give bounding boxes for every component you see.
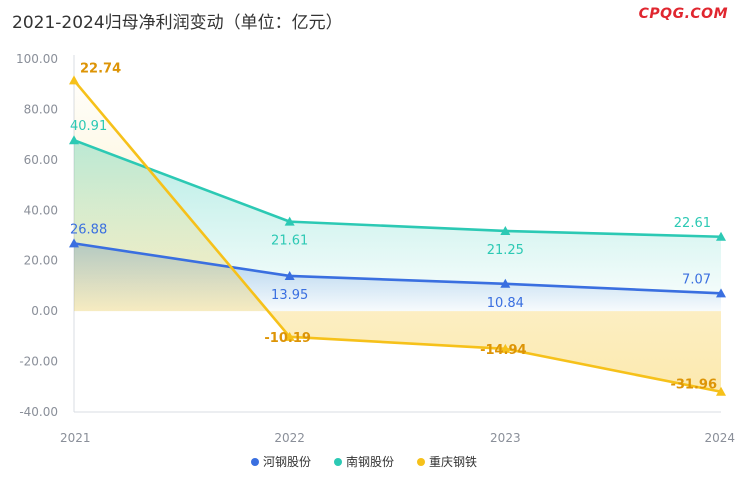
series-line (73, 79, 722, 394)
legend-marker (251, 458, 259, 466)
data-point-marker (284, 331, 295, 341)
legend-label: 重庆钢铁 (429, 455, 477, 469)
y-tick-label: 80.00 (24, 102, 58, 116)
watermark-logo: CPQG.COM (638, 6, 728, 22)
legend-label: 河钢股份 (263, 455, 311, 469)
y-tick-label: 0.00 (31, 304, 58, 318)
y-tick-label: -20.00 (19, 355, 58, 369)
data-point-marker (284, 216, 295, 226)
series-area (74, 80, 721, 392)
data-label: 21.61 (271, 234, 308, 249)
series-line (73, 242, 722, 295)
data-label: -14.94 (480, 343, 527, 358)
data-label: 22.74 (80, 61, 121, 76)
x-tick-label: 2022 (274, 431, 305, 445)
data-label: -31.96 (670, 378, 717, 393)
y-tick-label: 40.00 (24, 203, 58, 217)
data-label: 22.61 (674, 216, 711, 231)
x-tick-label: 2023 (490, 431, 521, 445)
chart-title: 2021-2024归母净利润变动（单位：亿元） (12, 13, 343, 33)
data-label: 13.95 (271, 288, 308, 303)
x-tick-label: 2021 (60, 431, 91, 445)
data-label: 40.91 (70, 119, 107, 134)
x-tick-label: 2024 (704, 431, 735, 445)
data-point-marker (500, 225, 511, 235)
data-point-marker (716, 288, 726, 298)
data-label: -10.19 (264, 331, 311, 346)
y-tick-label: 60.00 (24, 153, 58, 167)
data-point-marker (69, 238, 79, 248)
data-label: 10.84 (487, 296, 524, 311)
legend-marker (334, 458, 342, 466)
data-point-marker (284, 270, 295, 280)
y-tick-label: 20.00 (24, 254, 58, 268)
data-label: 21.25 (487, 243, 524, 258)
data-label: 26.88 (70, 222, 107, 237)
y-tick-label: -40.00 (19, 405, 58, 419)
data-label: 7.07 (682, 272, 711, 287)
data-point-marker (69, 135, 79, 145)
data-point-marker (500, 343, 511, 353)
data-point-marker (716, 231, 726, 241)
y-tick-label: 100.00 (16, 52, 58, 66)
data-point-marker (716, 386, 726, 396)
legend-marker (417, 458, 425, 466)
legend-label: 南钢股份 (346, 454, 394, 469)
data-point-marker (500, 278, 511, 288)
series-line (73, 138, 722, 239)
data-point-marker (69, 75, 79, 85)
